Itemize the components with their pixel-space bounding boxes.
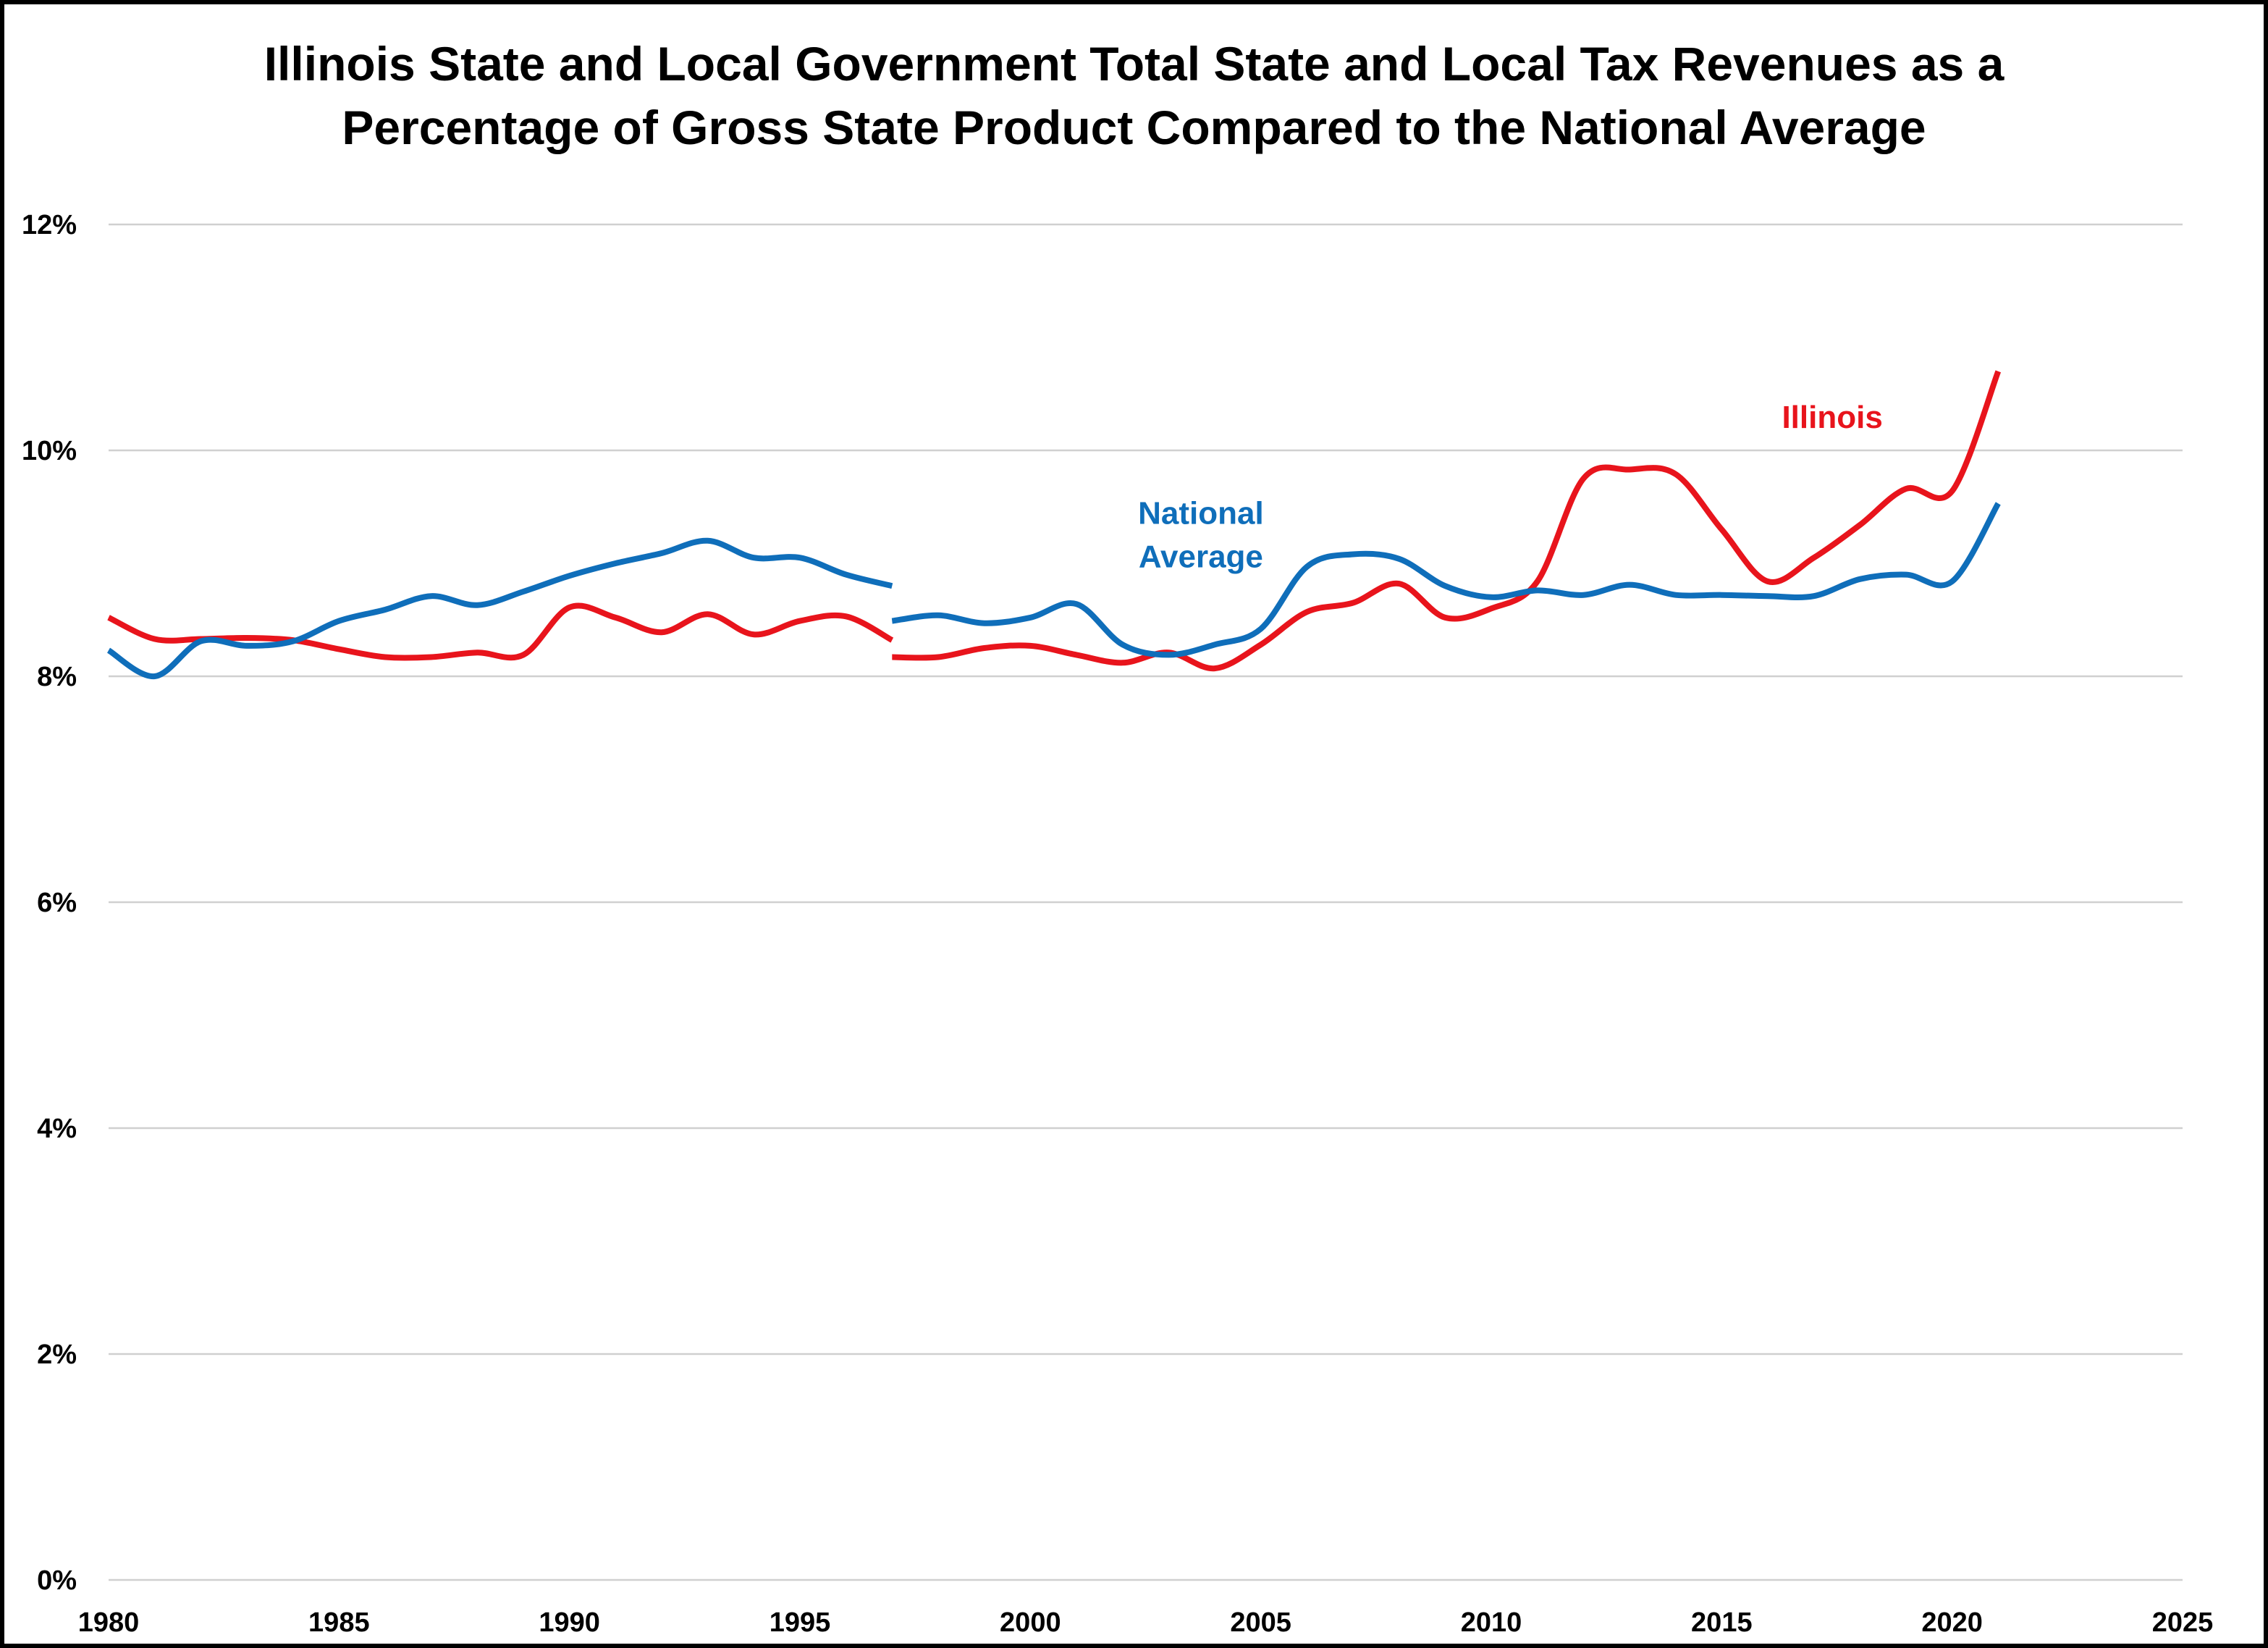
x-tick-label: 2005 xyxy=(1230,1607,1291,1638)
x-tick-label: 1985 xyxy=(308,1607,370,1638)
series-1-line-segment-0 xyxy=(106,537,893,679)
y-tick-label: 8% xyxy=(37,662,77,692)
series-label-0: Illinois xyxy=(1782,400,1882,435)
x-tick-label: 2025 xyxy=(2152,1607,2214,1638)
series-label-line: National xyxy=(1138,495,1264,531)
series-label-line: Illinois xyxy=(1782,400,1882,435)
y-tick-label: 10% xyxy=(22,436,77,466)
x-tick-label: 2020 xyxy=(1921,1607,1983,1638)
series-annotations: Illinois National Average xyxy=(1138,400,1883,575)
y-axis-tick-labels: 0% 2% 4% 6% 8% 10% 12% xyxy=(22,210,77,1596)
x-axis-tick-labels: 1980 1985 1990 1995 2000 2005 2010 2015 2020 2025 xyxy=(78,1607,2214,1638)
series-lines xyxy=(106,370,2002,679)
series-label-1: National Average xyxy=(1138,495,1264,574)
x-tick-label: 2015 xyxy=(1691,1607,1753,1638)
series-label-line: Average xyxy=(1139,539,1263,574)
chart-title: Illinois State and Local Government Tota… xyxy=(0,32,2268,159)
x-tick-label: 1995 xyxy=(770,1607,831,1638)
series-1-line-segment-1 xyxy=(891,502,2001,658)
y-tick-label: 2% xyxy=(37,1340,77,1370)
y-tick-label: 0% xyxy=(37,1565,77,1596)
y-tick-label: 4% xyxy=(37,1114,77,1144)
y-tick-label: 6% xyxy=(37,888,77,918)
x-tick-label: 1980 xyxy=(78,1607,140,1638)
y-tick-label: 12% xyxy=(22,210,77,240)
x-tick-label: 2000 xyxy=(1000,1607,1061,1638)
x-tick-label: 2010 xyxy=(1461,1607,1522,1638)
series-0-line-segment-0 xyxy=(107,602,894,661)
chart-title-line-1: Illinois State and Local Government Tota… xyxy=(264,37,2004,91)
x-tick-label: 1990 xyxy=(539,1607,600,1638)
series-0-line-segment-1 xyxy=(892,370,2002,672)
gridlines xyxy=(109,223,2183,1581)
chart-title-line-2: Percentage of Gross State Product Compar… xyxy=(342,101,1926,154)
